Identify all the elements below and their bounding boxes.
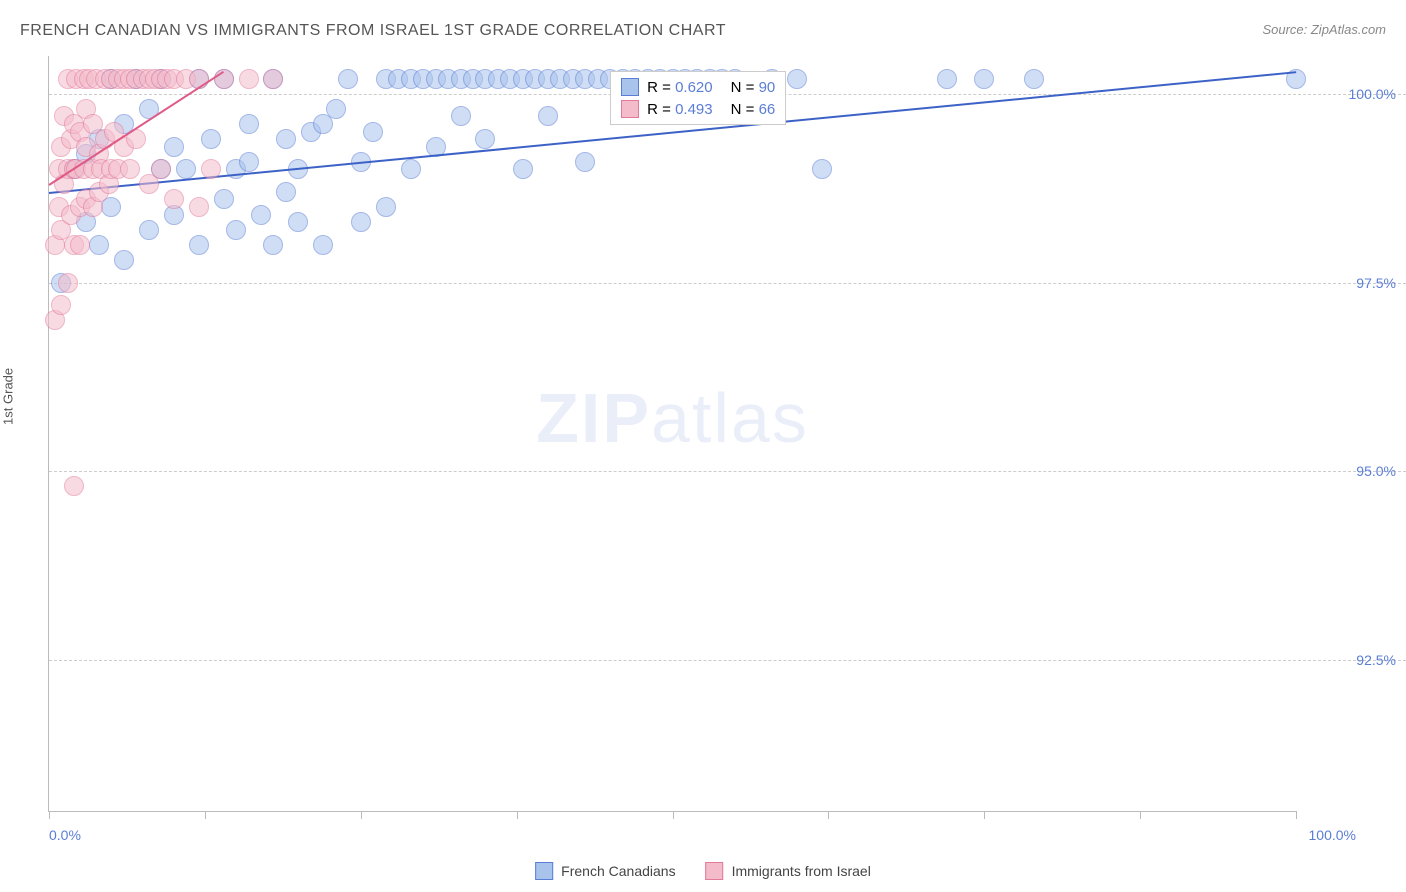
x-axis-min-label: 0.0% [49, 827, 81, 843]
scatter-point [189, 197, 209, 217]
x-tick [1296, 811, 1297, 819]
x-axis-max-label: 100.0% [1309, 827, 1356, 843]
plot-area: ZIPatlas 0.0% 100.0% 92.5%95.0%97.5%100.… [48, 56, 1296, 812]
scatter-point [176, 159, 196, 179]
scatter-point [376, 197, 396, 217]
y-tick-label: 92.5% [1356, 652, 1396, 668]
scatter-point [263, 235, 283, 255]
scatter-point [401, 159, 421, 179]
y-tick-label: 95.0% [1356, 463, 1396, 479]
x-tick [673, 811, 674, 819]
scatter-point [64, 476, 84, 496]
legend-label: Immigrants from Israel [732, 863, 871, 879]
scatter-point [1024, 69, 1044, 89]
scatter-point [89, 235, 109, 255]
legend-swatch [706, 862, 724, 880]
scatter-point [313, 235, 333, 255]
chart-title: FRENCH CANADIAN VS IMMIGRANTS FROM ISRAE… [20, 22, 726, 40]
y-tick-label: 100.0% [1349, 86, 1396, 102]
x-tick [205, 811, 206, 819]
x-tick [984, 811, 985, 819]
stats-legend-row: R = 0.493 N = 66 [621, 98, 775, 120]
legend-swatch [535, 862, 553, 880]
scatter-point [189, 235, 209, 255]
stat-n-label: N = 66 [731, 101, 776, 118]
watermark: ZIPatlas [536, 378, 809, 458]
x-tick [361, 811, 362, 819]
scatter-point [787, 69, 807, 89]
scatter-point [164, 137, 184, 157]
scatter-point [214, 189, 234, 209]
scatter-point [114, 250, 134, 270]
scatter-point [120, 159, 140, 179]
scatter-point [276, 129, 296, 149]
scatter-point [538, 106, 558, 126]
scatter-point [451, 106, 471, 126]
y-axis-label: 1st Grade [1, 368, 16, 425]
scatter-point [326, 99, 346, 119]
stat-r-label: R = 0.620 [647, 79, 712, 96]
scatter-point [201, 159, 221, 179]
scatter-point [51, 295, 71, 315]
legend-item: French Canadians [535, 862, 675, 880]
scatter-point [575, 152, 595, 172]
stats-legend-row: R = 0.620 N = 90 [621, 76, 775, 98]
scatter-point [812, 159, 832, 179]
scatter-point [288, 212, 308, 232]
scatter-point [351, 212, 371, 232]
gridline [49, 471, 1406, 472]
scatter-point [201, 129, 221, 149]
scatter-point [263, 69, 283, 89]
source-text: Source: ZipAtlas.com [1262, 22, 1386, 37]
x-tick [49, 811, 50, 819]
scatter-point [363, 122, 383, 142]
scatter-point [475, 129, 495, 149]
legend-label: French Canadians [561, 863, 675, 879]
y-tick-label: 97.5% [1356, 275, 1396, 291]
legend-swatch [621, 100, 639, 118]
scatter-point [239, 114, 259, 134]
legend-bottom: French Canadians Immigrants from Israel [535, 862, 871, 880]
scatter-point [139, 220, 159, 240]
stats-legend: R = 0.620 N = 90 R = 0.493 N = 66 [610, 71, 786, 125]
scatter-point [338, 69, 358, 89]
x-tick [828, 811, 829, 819]
scatter-point [164, 189, 184, 209]
legend-swatch [621, 78, 639, 96]
scatter-point [251, 205, 271, 225]
gridline [49, 283, 1406, 284]
stat-n-label: N = 90 [731, 79, 776, 96]
scatter-point [58, 273, 78, 293]
scatter-point [239, 69, 259, 89]
stat-r-label: R = 0.493 [647, 101, 712, 118]
scatter-point [276, 182, 296, 202]
gridline [49, 660, 1406, 661]
scatter-point [70, 235, 90, 255]
scatter-point [151, 159, 171, 179]
scatter-point [239, 152, 259, 172]
scatter-point [937, 69, 957, 89]
scatter-point [226, 220, 246, 240]
legend-item: Immigrants from Israel [706, 862, 871, 880]
chart-container: FRENCH CANADIAN VS IMMIGRANTS FROM ISRAE… [0, 0, 1406, 892]
x-tick [1140, 811, 1141, 819]
x-tick [517, 811, 518, 819]
scatter-point [974, 69, 994, 89]
scatter-point [513, 159, 533, 179]
